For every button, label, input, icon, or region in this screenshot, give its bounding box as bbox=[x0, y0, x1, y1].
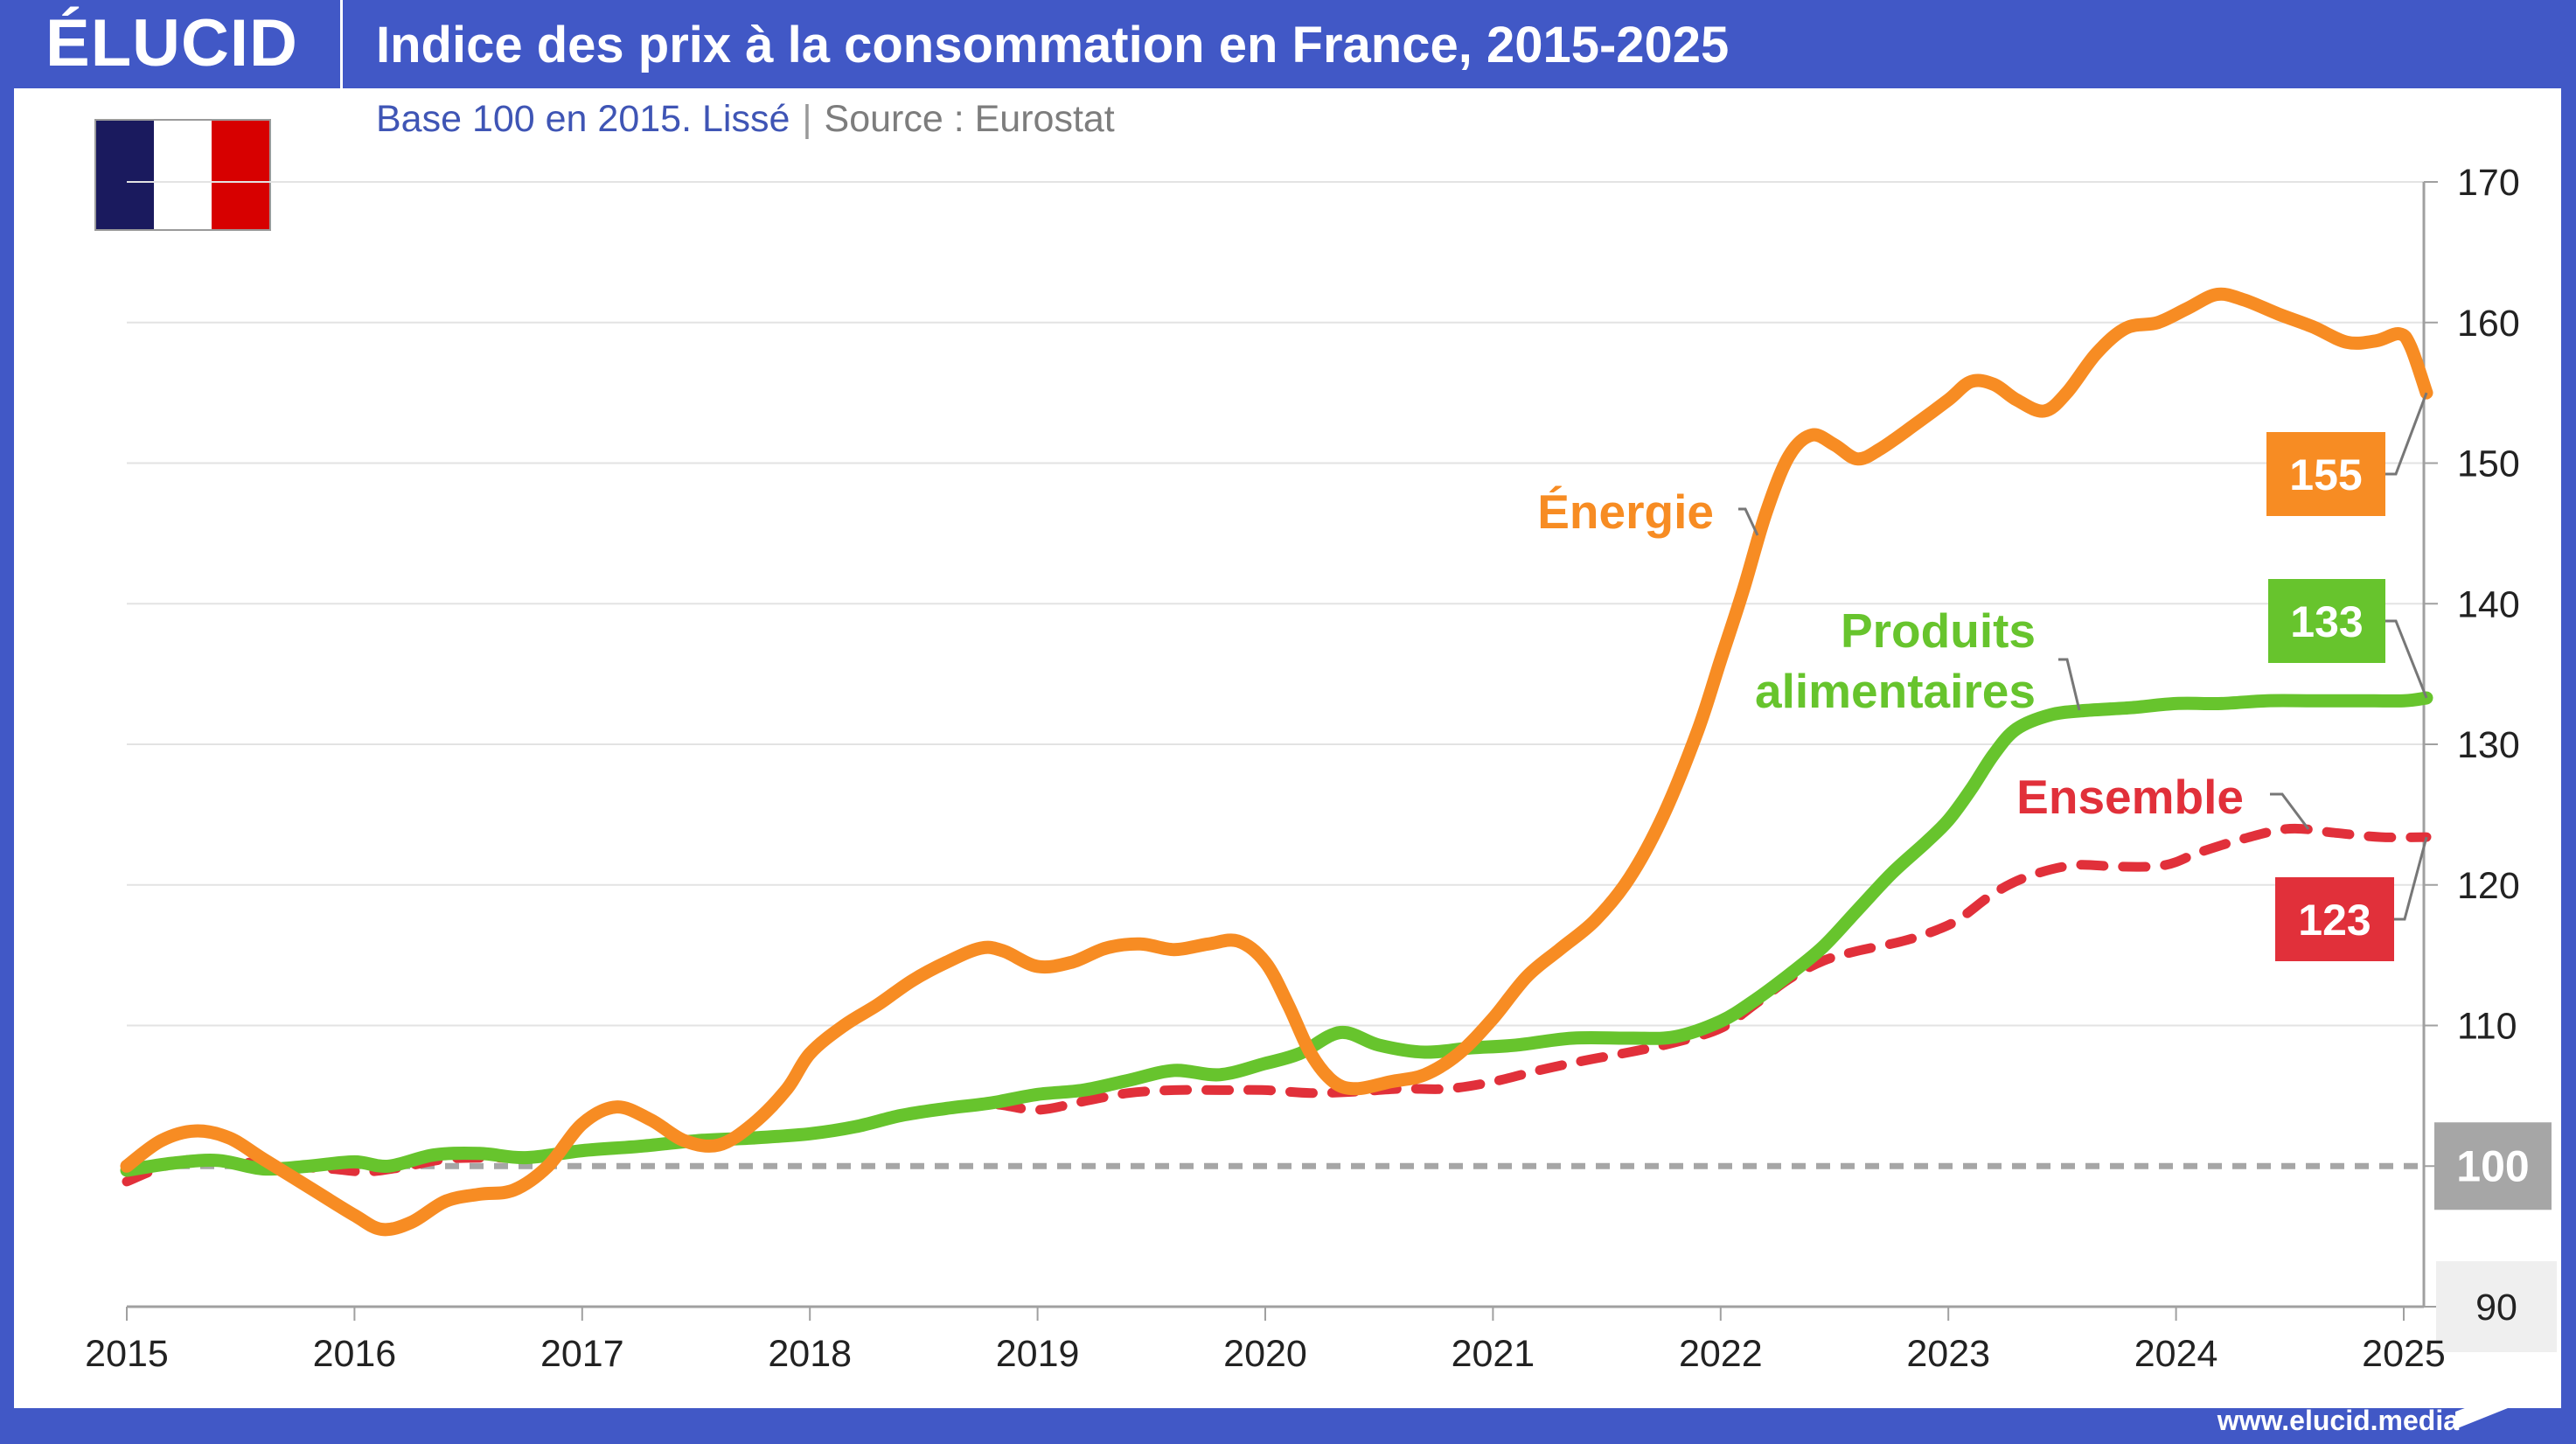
leader-line-energie-label bbox=[1738, 507, 1759, 536]
chart-subtitle: Base 100 en 2015. Lissé | Source : Eurosta… bbox=[376, 98, 1115, 141]
series-lines bbox=[120, 287, 2433, 1237]
series-line-energie bbox=[120, 287, 2433, 1237]
series-labels: 100 155 133 123 Énergie Produits alimentaires E… bbox=[1537, 392, 2552, 1210]
x-tick-label-2021: 2021 bbox=[1452, 1333, 1535, 1375]
series-line-alimentaires bbox=[120, 691, 2433, 1177]
x-tick-label-2017: 2017 bbox=[540, 1333, 624, 1375]
france-flag-icon bbox=[94, 119, 271, 231]
leader-line-alimentaires-value bbox=[2385, 619, 2428, 699]
series-label-alimentaires-line2: alimentaires bbox=[1755, 664, 2036, 718]
flag-stripe-red bbox=[212, 121, 269, 229]
leader-line-ensemble-label bbox=[2270, 792, 2310, 830]
flag-stripe-blue bbox=[96, 121, 154, 229]
x-tick-label-2020: 2020 bbox=[1223, 1333, 1307, 1375]
x-tick-label-2024: 2024 bbox=[2134, 1333, 2218, 1375]
y-tick-box-90 bbox=[2436, 1261, 2557, 1352]
end-value-box-ensemble bbox=[2275, 877, 2394, 961]
elucid-mark-icon bbox=[2455, 1389, 2517, 1429]
x-tick-label-2025: 2025 bbox=[2362, 1333, 2446, 1375]
y-tick-label-110: 110 bbox=[2457, 1006, 2517, 1048]
y-tick-label-90: 90 bbox=[2475, 1287, 2517, 1329]
chart-frame bbox=[14, 88, 2561, 1408]
end-value-label-ensemble: 123 bbox=[2298, 896, 2371, 945]
footer-url-link[interactable]: www.elucid.media bbox=[2217, 1405, 2459, 1436]
series-line-ensemble bbox=[122, 823, 2432, 1187]
end-value-label-alimentaires: 133 bbox=[2290, 597, 2363, 646]
y-tick-label-140: 140 bbox=[2457, 583, 2520, 625]
grid-lines bbox=[127, 181, 2424, 1027]
series-label-alimentaires-line1: Produits bbox=[1841, 603, 2036, 658]
baseline-value-label: 100 bbox=[2456, 1141, 2529, 1190]
flag-stripe-white bbox=[154, 121, 212, 229]
leader-line-ensemble-value bbox=[2394, 836, 2428, 921]
tick-labels: 90 110 120 130 140 150 160 170 2015 2016 2017 2018 2… bbox=[85, 162, 2557, 1375]
x-tick-label-2018: 2018 bbox=[768, 1333, 852, 1375]
header-divider bbox=[340, 0, 343, 88]
chart-title: Indice des prix à la consommation en Fra… bbox=[376, 17, 1730, 73]
subtitle-separator: | bbox=[802, 98, 812, 140]
y-tick-label-150: 150 bbox=[2457, 443, 2520, 485]
y-tick-label-160: 160 bbox=[2457, 303, 2520, 345]
leader-line-alimentaires-label bbox=[2058, 658, 2081, 711]
end-value-box-energie bbox=[2266, 432, 2385, 516]
baseline-value-box bbox=[2434, 1122, 2552, 1210]
end-value-box-alimentaires bbox=[2268, 579, 2385, 663]
y-tick-label-130: 130 bbox=[2457, 724, 2520, 766]
series-label-energie: Énergie bbox=[1537, 485, 1714, 539]
x-tick-label-2016: 2016 bbox=[313, 1333, 397, 1375]
x-tick-label-2015: 2015 bbox=[85, 1333, 169, 1375]
y-tick-label-170: 170 bbox=[2457, 162, 2520, 204]
x-tick-label-2022: 2022 bbox=[1679, 1333, 1763, 1375]
end-value-label-energie: 155 bbox=[2289, 450, 2362, 499]
subtitle-source: Source : Eurostat bbox=[824, 98, 1115, 140]
leader-line-energie-value bbox=[2385, 392, 2428, 476]
y-tick-label-120: 120 bbox=[2457, 865, 2520, 907]
x-tick-label-2023: 2023 bbox=[1906, 1333, 1990, 1375]
x-tick-label-2019: 2019 bbox=[996, 1333, 1080, 1375]
subtitle-base: Base 100 en 2015. Lissé bbox=[376, 98, 790, 140]
elucid-logo[interactable]: ÉLUCID bbox=[45, 6, 298, 80]
series-label-ensemble: Ensemble bbox=[2016, 770, 2244, 824]
